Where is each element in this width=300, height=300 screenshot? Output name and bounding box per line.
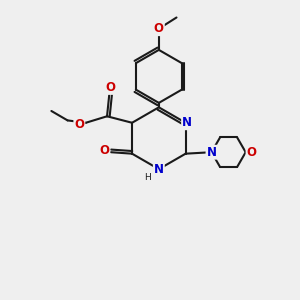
Text: N: N [206,146,217,159]
Text: H: H [144,173,151,182]
Text: O: O [154,22,164,35]
Text: O: O [74,118,84,131]
Text: O: O [105,81,115,94]
Text: N: N [154,163,164,176]
Text: O: O [99,144,110,157]
Text: N: N [182,116,192,129]
Text: O: O [247,146,256,159]
